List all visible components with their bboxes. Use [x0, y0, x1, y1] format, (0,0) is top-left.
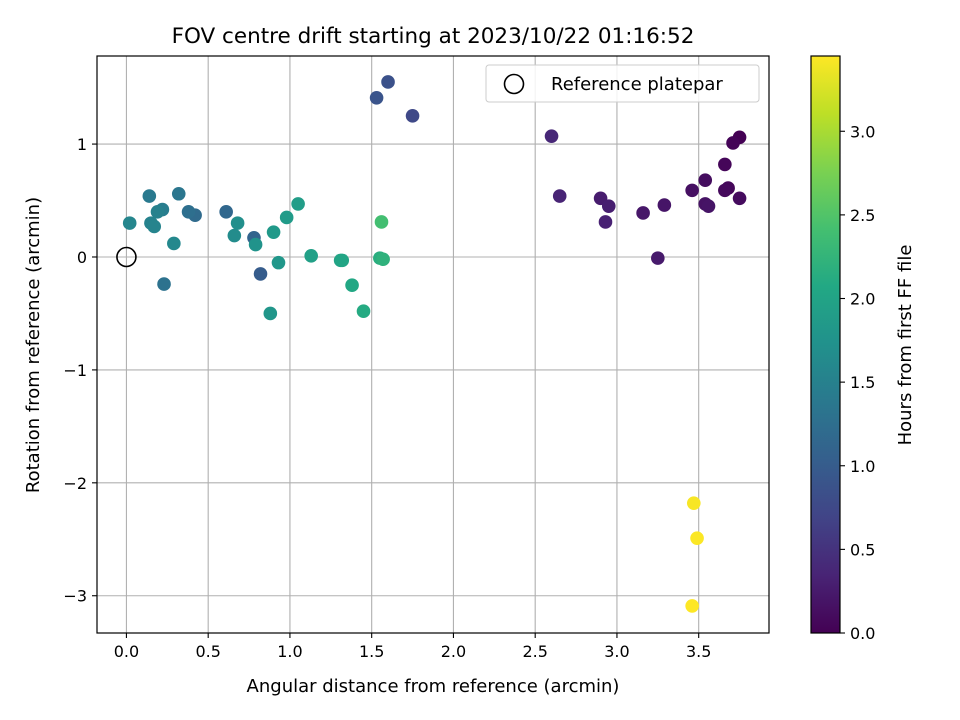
scatter-points: [122, 75, 747, 613]
legend-box: [485, 64, 760, 103]
data-point: [698, 173, 713, 188]
reference-platepar-marker: [116, 246, 137, 268]
data-point: [356, 304, 371, 318]
x-tick-label: 3.5: [686, 642, 711, 661]
data-point: [150, 205, 165, 219]
data-point: [601, 199, 616, 213]
data-point: [227, 228, 242, 243]
data-point: [685, 183, 699, 198]
data-point: [304, 249, 318, 263]
colorbar-tick-label: 3.0: [850, 122, 875, 141]
y-axis-title: Rotation from reference (arcmin): [23, 197, 44, 493]
colorbar-ticks: 0.0 0.5 1.0 1.5 2.0 2.5 3.0: [840, 122, 875, 643]
colorbar-tick-label: 2.0: [850, 290, 875, 309]
data-point: [376, 252, 390, 267]
plot-area: 0.0 0.5 1.0 1.5 2.0 2.5 3.0 3.5 1 0 −1 −2 −3 Refere…: [63, 55, 770, 661]
legend: Reference platepar: [485, 64, 760, 103]
data-point: [405, 109, 420, 123]
data-point: [369, 90, 384, 105]
data-point: [147, 219, 162, 234]
data-point: [219, 205, 233, 219]
chart-title: FOV centre drift starting at 2023/10/22 …: [172, 24, 695, 49]
data-point: [598, 215, 613, 229]
data-point: [266, 225, 281, 239]
x-tick-label: 3.0: [604, 642, 629, 661]
data-point: [651, 251, 665, 265]
x-tick-label: 1.5: [359, 642, 384, 661]
data-point: [732, 191, 747, 206]
data-point: [657, 198, 672, 212]
y-tick-label: 0: [77, 248, 87, 267]
data-point: [253, 267, 268, 281]
data-point: [230, 216, 245, 230]
x-tick-label: 2.0: [441, 642, 466, 661]
data-point: [381, 75, 395, 89]
y-tick-label: −1: [63, 361, 87, 380]
data-point: [726, 136, 740, 150]
y-tick-label: −3: [63, 587, 87, 606]
data-point: [142, 189, 157, 203]
data-point: [122, 216, 137, 230]
data-point: [263, 306, 278, 321]
data-point: [171, 186, 186, 201]
data-point: [636, 206, 650, 220]
x-tick-label: 0.0: [114, 642, 139, 661]
x-tick-label: 1.0: [277, 642, 302, 661]
colorbar-tick-label: 1.5: [850, 373, 875, 392]
data-point: [544, 129, 559, 143]
data-point: [335, 253, 350, 268]
data-point: [690, 531, 704, 545]
data-point: [157, 277, 171, 291]
y-axis-ticks: 1 0 −1 −2 −3: [63, 135, 97, 606]
x-axis-title: Angular distance from reference (arcmin): [247, 676, 620, 697]
colorbar-tick-label: 2.5: [850, 206, 875, 225]
data-point: [685, 599, 699, 613]
data-point: [248, 237, 263, 252]
data-point: [686, 496, 701, 510]
colorbar-tick-label: 1.0: [850, 457, 875, 476]
data-point: [291, 197, 305, 211]
y-tick-label: −2: [63, 474, 87, 493]
data-point: [271, 255, 286, 270]
plot-background: [97, 56, 769, 633]
data-point: [701, 199, 716, 213]
data-point: [552, 189, 567, 203]
plot-frame: [96, 55, 770, 634]
y-tick-label: 1: [77, 135, 87, 154]
data-point: [181, 205, 196, 219]
data-point: [718, 183, 732, 198]
legend-label: Reference platepar: [551, 74, 723, 95]
colorbar: 0.0 0.5 1.0 1.5 2.0 2.5 3.0 Hours from first F…: [810, 55, 916, 643]
colorbar-gradient: [810, 55, 841, 634]
data-point: [374, 215, 389, 229]
data-point: [718, 157, 732, 172]
data-point: [279, 210, 294, 225]
colorbar-title: Hours from first FF file: [895, 245, 916, 446]
colorbar-tick-label: 0.5: [850, 540, 875, 559]
legend-marker: [503, 73, 525, 95]
x-tick-label: 0.5: [195, 642, 220, 661]
data-point: [167, 236, 181, 251]
colorbar-tick-label: 0.0: [850, 624, 875, 643]
x-axis-ticks: 0.0 0.5 1.0 1.5 2.0 2.5 3.0 3.5: [114, 633, 711, 661]
data-point: [345, 278, 359, 293]
x-tick-label: 2.5: [522, 642, 547, 661]
